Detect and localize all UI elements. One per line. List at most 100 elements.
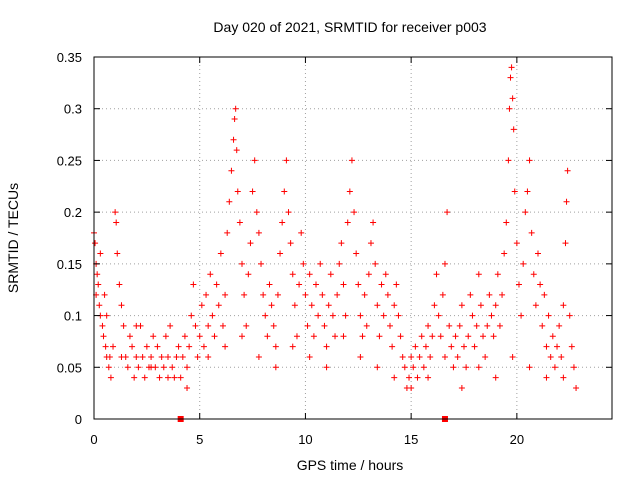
data-point — [306, 271, 313, 278]
data-point — [103, 312, 110, 319]
data-points — [91, 64, 580, 391]
data-point — [573, 384, 580, 391]
data-point — [184, 364, 191, 371]
data-point — [410, 364, 417, 371]
data-point — [418, 333, 425, 340]
data-point — [408, 384, 415, 391]
data-point — [355, 281, 362, 288]
data-point — [441, 353, 448, 360]
data-point — [219, 322, 226, 329]
data-point — [118, 302, 125, 309]
data-point — [200, 343, 207, 350]
data-point — [450, 364, 457, 371]
data-point — [150, 333, 157, 340]
data-point — [429, 333, 436, 340]
data-point — [332, 333, 339, 340]
data-point — [245, 271, 252, 278]
data-point — [255, 229, 262, 236]
data-point — [179, 353, 186, 360]
data-point — [94, 271, 101, 278]
data-point — [401, 364, 408, 371]
data-point — [113, 219, 120, 226]
data-point — [139, 353, 146, 360]
x-tick-label: 10 — [298, 432, 312, 447]
data-point — [367, 240, 374, 247]
data-point — [526, 364, 533, 371]
data-point — [568, 343, 575, 350]
data-point — [391, 302, 398, 309]
data-point — [441, 260, 448, 267]
data-point — [351, 209, 358, 216]
data-point — [148, 364, 155, 371]
data-point — [194, 353, 201, 360]
data-point — [563, 198, 570, 205]
data-point — [234, 188, 241, 195]
data-point — [482, 353, 489, 360]
data-point — [129, 343, 136, 350]
data-point — [477, 302, 484, 309]
data-point — [448, 343, 455, 350]
data-point — [196, 333, 203, 340]
y-tick-label: 0 — [75, 412, 82, 427]
data-point — [399, 353, 406, 360]
data-point — [513, 240, 520, 247]
data-point — [198, 302, 205, 309]
data-point — [308, 302, 315, 309]
axis-ticks — [93, 56, 612, 420]
data-point — [116, 281, 123, 288]
data-point — [499, 291, 506, 298]
data-point — [437, 333, 444, 340]
data-point — [510, 126, 517, 133]
data-point — [192, 322, 199, 329]
data-point — [177, 374, 184, 381]
data-point — [135, 364, 142, 371]
data-point — [190, 281, 197, 288]
y-tick-label: 0.15 — [57, 257, 82, 272]
data-point — [228, 167, 235, 174]
data-point — [378, 281, 385, 288]
data-point — [452, 333, 459, 340]
data-point — [143, 343, 150, 350]
data-point — [325, 302, 332, 309]
data-point — [422, 343, 429, 350]
data-point — [439, 291, 446, 298]
data-point — [266, 281, 273, 288]
data-point — [329, 312, 336, 319]
data-point — [543, 374, 550, 381]
data-point — [211, 333, 218, 340]
data-point — [467, 291, 474, 298]
y-tick-labels: 0 0.05 0.1 0.15 0.2 0.25 0.3 0.35 — [57, 50, 82, 427]
data-point — [469, 312, 476, 319]
data-point — [260, 291, 267, 298]
data-point — [338, 240, 345, 247]
data-point — [95, 281, 102, 288]
x-tick-label: 0 — [90, 432, 97, 447]
data-point — [141, 374, 148, 381]
data-point — [346, 188, 353, 195]
y-axis-label: SRMTID / TECUs — [5, 183, 21, 293]
data-point — [486, 291, 493, 298]
data-point — [380, 312, 387, 319]
data-point — [425, 322, 432, 329]
data-point — [475, 271, 482, 278]
data-point — [334, 291, 341, 298]
data-point — [181, 333, 188, 340]
data-point — [532, 302, 539, 309]
data-point — [342, 312, 349, 319]
data-point — [236, 219, 243, 226]
data-point — [554, 343, 561, 350]
chart-title: Day 020 of 2021, SRMTID for receiver p00… — [213, 19, 486, 35]
data-point — [291, 302, 298, 309]
data-point — [414, 374, 421, 381]
data-point — [270, 322, 277, 329]
data-point — [239, 260, 245, 267]
data-point — [530, 271, 537, 278]
data-point — [281, 188, 288, 195]
data-point — [304, 322, 311, 329]
data-point — [321, 322, 328, 329]
data-point — [444, 209, 451, 216]
data-point — [209, 312, 216, 319]
data-point — [433, 271, 440, 278]
data-point — [112, 209, 119, 216]
data-point — [543, 343, 550, 350]
